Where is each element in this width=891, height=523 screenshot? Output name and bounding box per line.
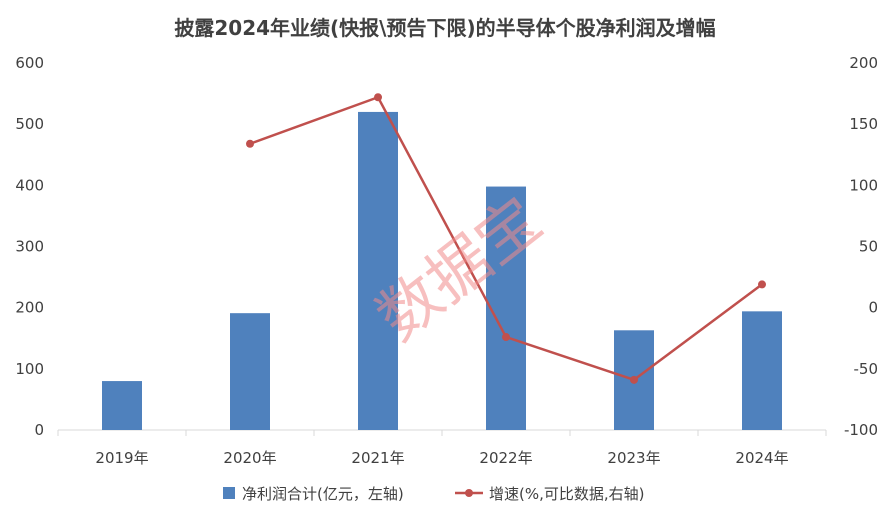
bar bbox=[230, 313, 270, 430]
line-series bbox=[246, 93, 766, 384]
x-tick-label: 2023年 bbox=[607, 449, 660, 467]
line-point bbox=[758, 280, 766, 289]
chart-title: 披露2024年业绩(快报\预告下限)的半导体个股净利润及增幅 bbox=[174, 16, 715, 40]
bar bbox=[102, 381, 142, 430]
right-tick-label: 100 bbox=[849, 176, 878, 194]
right-tick-label: 150 bbox=[849, 115, 878, 133]
left-tick-label: 300 bbox=[15, 238, 44, 256]
x-tick-label: 2022年 bbox=[479, 449, 532, 467]
legend-bar-label: 净利润合计(亿元，左轴) bbox=[242, 485, 404, 503]
left-axis-ticks: 0 100 200 300 400 500 600 bbox=[15, 54, 44, 439]
x-tick-label: 2021年 bbox=[351, 449, 404, 467]
x-tick-label: 2019年 bbox=[95, 449, 148, 467]
bar-series bbox=[102, 111, 782, 430]
bar bbox=[742, 311, 782, 430]
left-tick-label: 400 bbox=[15, 176, 44, 194]
legend-line-marker bbox=[465, 489, 473, 497]
left-tick-label: 100 bbox=[15, 360, 44, 378]
legend: 净利润合计(亿元，左轴) 增速(%,可比数据,右轴) bbox=[223, 485, 645, 503]
right-axis-ticks: -100 -50 0 50 100 150 200 bbox=[844, 54, 878, 439]
line-point bbox=[630, 375, 638, 384]
left-tick-label: 200 bbox=[15, 299, 44, 317]
legend-bar-swatch bbox=[223, 487, 235, 499]
right-tick-label: -50 bbox=[854, 360, 879, 378]
line-point bbox=[374, 93, 382, 102]
right-tick-label: 50 bbox=[859, 238, 878, 256]
left-tick-label: 500 bbox=[15, 115, 44, 133]
left-tick-label: 0 bbox=[34, 421, 44, 439]
x-tick-label: 2020年 bbox=[223, 449, 276, 467]
x-tick-label: 2024年 bbox=[735, 449, 788, 467]
line-point bbox=[502, 333, 510, 342]
line-point bbox=[246, 139, 254, 148]
right-tick-label: -100 bbox=[844, 421, 878, 439]
x-axis-ticks: 2019年 2020年 2021年 2022年 2023年 2024年 bbox=[57, 430, 827, 467]
bar bbox=[486, 186, 526, 430]
left-tick-label: 600 bbox=[15, 54, 44, 72]
legend-line-label: 增速(%,可比数据,右轴) bbox=[489, 485, 645, 503]
right-tick-label: 0 bbox=[868, 299, 878, 317]
bar bbox=[358, 111, 398, 430]
right-tick-label: 200 bbox=[849, 54, 878, 72]
